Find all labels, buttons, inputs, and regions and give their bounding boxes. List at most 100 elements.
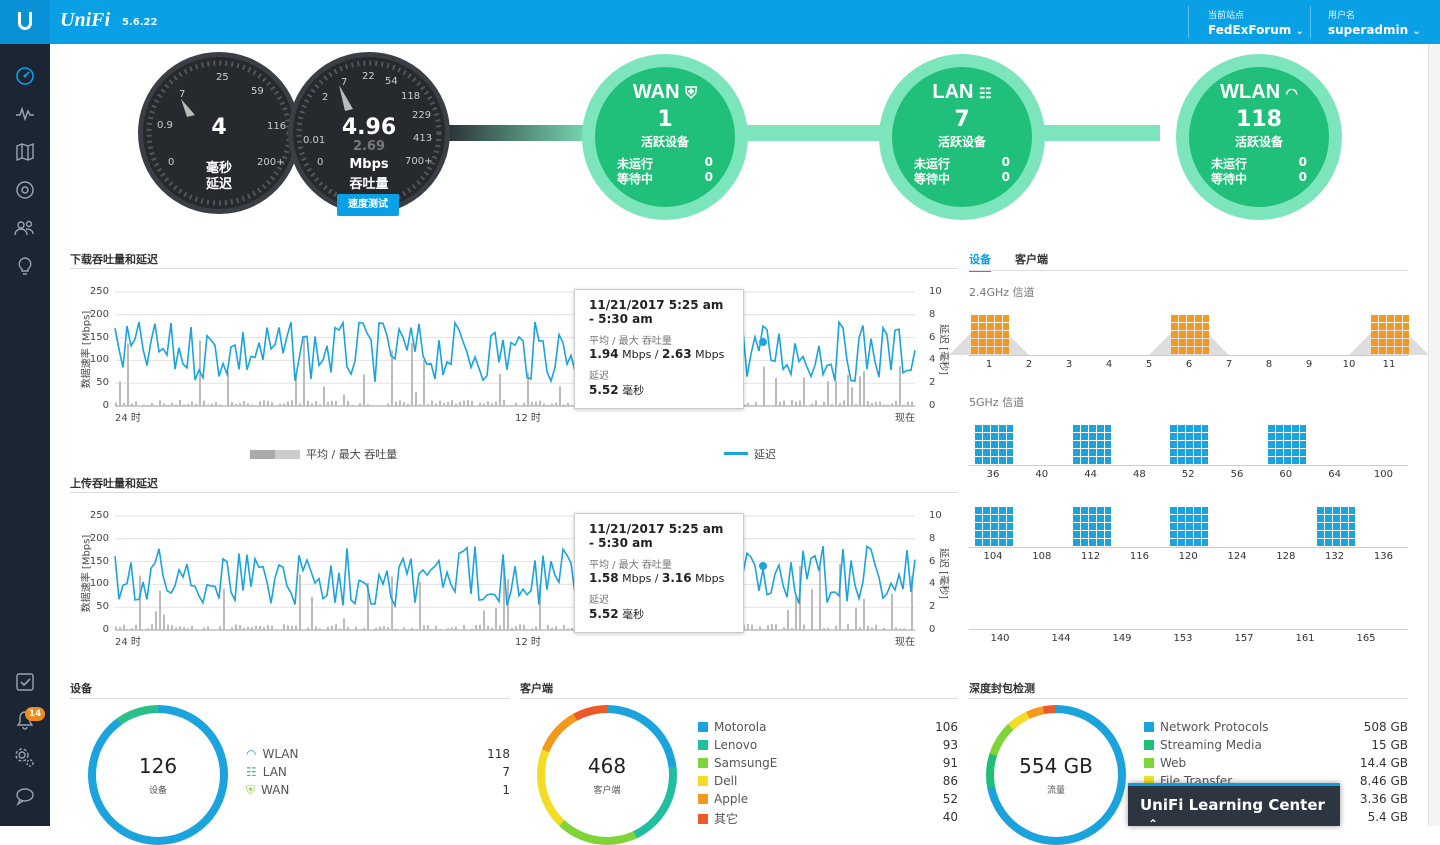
scrollbar[interactable] — [1428, 44, 1440, 826]
channel-label: 116 — [1124, 551, 1154, 562]
throughput-bar — [403, 402, 405, 406]
user-menu[interactable]: 用户名 superadmin ⌄ — [1328, 8, 1421, 37]
throughput-bar — [279, 404, 281, 406]
chat-icon[interactable] — [13, 784, 37, 808]
throughput-bar — [827, 381, 829, 406]
throughput-bar — [499, 625, 501, 630]
throughput-bar — [175, 404, 177, 406]
throughput-bar — [795, 597, 797, 630]
list-item-value: 8.46 GB — [1348, 774, 1408, 788]
throughput-bar — [219, 626, 221, 630]
throughput-bar — [255, 405, 257, 406]
throughput-bar — [203, 628, 205, 630]
learning-center-panel[interactable]: UniFi Learning Center ⌃ — [1128, 783, 1340, 826]
channel-label: 9 — [1294, 359, 1324, 370]
channel-ap-block — [1266, 425, 1306, 465]
channel-label: 157 — [1229, 633, 1259, 644]
throughput-bar — [791, 400, 793, 406]
brand-logo[interactable]: UniFi — [60, 9, 110, 32]
throughput-bar — [563, 404, 565, 406]
throughput-bar — [447, 402, 449, 406]
throughput-bar — [159, 400, 161, 406]
channel-label: 4 — [1094, 359, 1124, 370]
gauge-tick: 54 — [385, 76, 398, 87]
throughput-bar — [879, 402, 881, 406]
statistics-icon[interactable] — [13, 102, 37, 126]
gauge-tick: 25 — [216, 72, 229, 83]
throughput-bar — [819, 568, 821, 630]
tab-devices[interactable]: 设备 — [969, 251, 991, 272]
devices-icon[interactable] — [13, 178, 37, 202]
tooltip-unit: Mbps — [695, 348, 724, 361]
throughput-bar — [159, 591, 161, 630]
alerts-icon[interactable] — [13, 670, 37, 694]
throughput-bar — [775, 378, 777, 406]
tooltip-unit: Mbps — [622, 348, 651, 361]
channel-label: 136 — [1368, 551, 1398, 562]
list-item-value: 3.36 GB — [1348, 792, 1408, 806]
throughput-bar — [535, 626, 537, 630]
throughput-bar — [191, 401, 193, 406]
throughput-bar — [487, 401, 489, 406]
divider — [969, 698, 1408, 699]
channel-label: 56 — [1222, 469, 1252, 480]
learning-center-label: UniFi Learning Center — [1140, 796, 1325, 814]
throughput-bar — [751, 405, 753, 406]
band-5-label: 5GHz 信道 — [969, 394, 1024, 410]
site-selector[interactable]: 当前站点 FedExForum ⌄ — [1208, 8, 1304, 37]
device-row-value: 118 — [450, 747, 510, 761]
settings-icon[interactable] — [13, 746, 37, 770]
throughput-sub-value: 2.69 — [293, 139, 445, 154]
channel-label: 8 — [1254, 359, 1284, 370]
throughput-bar — [215, 629, 217, 630]
throughput-bar — [775, 624, 777, 630]
throughput-bar — [275, 629, 277, 630]
insights-icon[interactable] — [13, 254, 37, 278]
map-icon[interactable] — [13, 140, 37, 164]
dashboard-icon[interactable] — [13, 64, 37, 88]
throughput-bar — [859, 376, 861, 406]
throughput-bar — [907, 402, 909, 406]
throughput-bar — [323, 387, 325, 406]
throughput-bar — [363, 375, 365, 406]
throughput-bar — [567, 628, 569, 630]
lan-title: LAN — [932, 81, 973, 103]
clients-icon[interactable] — [13, 216, 37, 240]
ubiquiti-logo-icon[interactable] — [0, 0, 50, 44]
throughput-bar — [327, 627, 329, 630]
throughput-bar — [335, 401, 337, 406]
throughput-bar — [899, 366, 901, 406]
throughput-bar — [851, 629, 853, 630]
speed-test-button[interactable]: 速度测试 — [337, 194, 399, 216]
chevron-down-icon: ⌄ — [1295, 26, 1303, 37]
tooltip-latency: 5.52 — [589, 383, 619, 397]
y-axis-label: 数据速率 [Mbps] — [78, 295, 93, 405]
latency-point — [759, 338, 767, 346]
y2-tick-label: 10 — [929, 510, 942, 521]
throughput-bar — [767, 625, 769, 630]
throughput-bar — [203, 401, 205, 406]
clients-total: 468 — [537, 754, 677, 778]
tab-clients[interactable]: 客户端 — [1015, 251, 1048, 267]
channel-label: 3 — [1054, 359, 1084, 370]
y2-tick-label: 6 — [929, 556, 935, 567]
lan-pending-label: 等待中 — [914, 170, 950, 187]
throughput-bar — [363, 628, 365, 630]
